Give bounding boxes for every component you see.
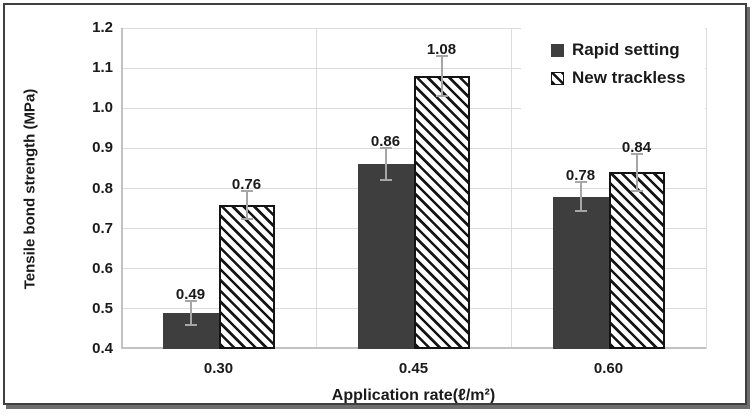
legend-label-new-trackless: New trackless [572,68,686,87]
error-bar-cap-top [574,181,587,184]
gridline-vertical [315,28,317,349]
legend-label-rapid-setting: Rapid setting [572,40,680,59]
x-tick-label: 0.60 [593,360,624,377]
y-tick-label: 0.6 [92,259,113,277]
bar-new-trackless-0.45 [413,76,470,349]
gridline-vertical [510,28,512,349]
legend-item-new-trackless: New trackless [551,64,705,92]
error-bar-line [579,182,582,211]
error-bar-cap-bottom [630,189,643,192]
y-axis-title: Tensile bond strength (MPa) [21,88,39,289]
y-tick-label: 0.9 [92,139,113,157]
error-bar-cap-top [630,153,643,156]
bar-new-trackless-0.30 [218,204,275,349]
error-bar-cap-top [184,299,197,302]
y-tick-label: 0.8 [92,179,113,197]
gridline-horizontal [121,67,706,69]
legend: Rapid setting New trackless [521,26,705,110]
error-bar-cap-top [435,55,448,58]
error-bar-cap-bottom [184,323,197,326]
error-bar-cap-top [240,189,253,192]
gridline-horizontal [121,27,706,29]
y-tick-label: 0.5 [92,299,113,317]
error-bar-line [440,56,443,97]
gridline-vertical [705,28,707,349]
error-bar-cap-bottom [574,209,587,212]
x-tick-label: 0.30 [203,360,234,377]
x-axis-title: Application rate(ℓ/m²) [331,387,496,404]
bar-new-trackless-0.60 [608,172,665,349]
value-label: 0.49 [175,285,206,303]
error-bar-cap-bottom [379,179,392,182]
value-label: 0.76 [231,175,262,193]
value-label: 0.84 [621,139,652,157]
error-bar-cap-top [379,147,392,150]
value-label: 0.78 [565,167,596,185]
y-tick-label: 1.1 [92,59,113,77]
y-tick-label: 0.4 [92,340,113,357]
value-label: 1.08 [426,41,457,59]
error-bar-line [384,148,387,181]
bar-rapid-setting-0.60 [552,196,609,349]
error-bar-line [245,190,248,219]
legend-marker-solid-square-icon [551,43,564,57]
y-tick-label: 1.0 [92,99,113,117]
y-tick-label: 1.2 [92,19,113,36]
x-tick-label: 0.45 [398,360,429,377]
error-bar-line [635,154,638,191]
legend-marker-hatched-square-icon [551,71,564,85]
y-axis-line [121,28,123,349]
error-bar-cap-bottom [435,95,448,98]
error-bar-cap-bottom [240,217,253,220]
bar-rapid-setting-0.45 [357,164,414,349]
legend-item-rapid-setting: Rapid setting [551,36,705,64]
value-label: 0.86 [370,133,401,151]
y-axis-title-wrap: Tensile bond strength (MPa) [8,28,52,349]
error-bar-line [189,300,192,325]
y-tick-label: 0.7 [92,219,113,237]
